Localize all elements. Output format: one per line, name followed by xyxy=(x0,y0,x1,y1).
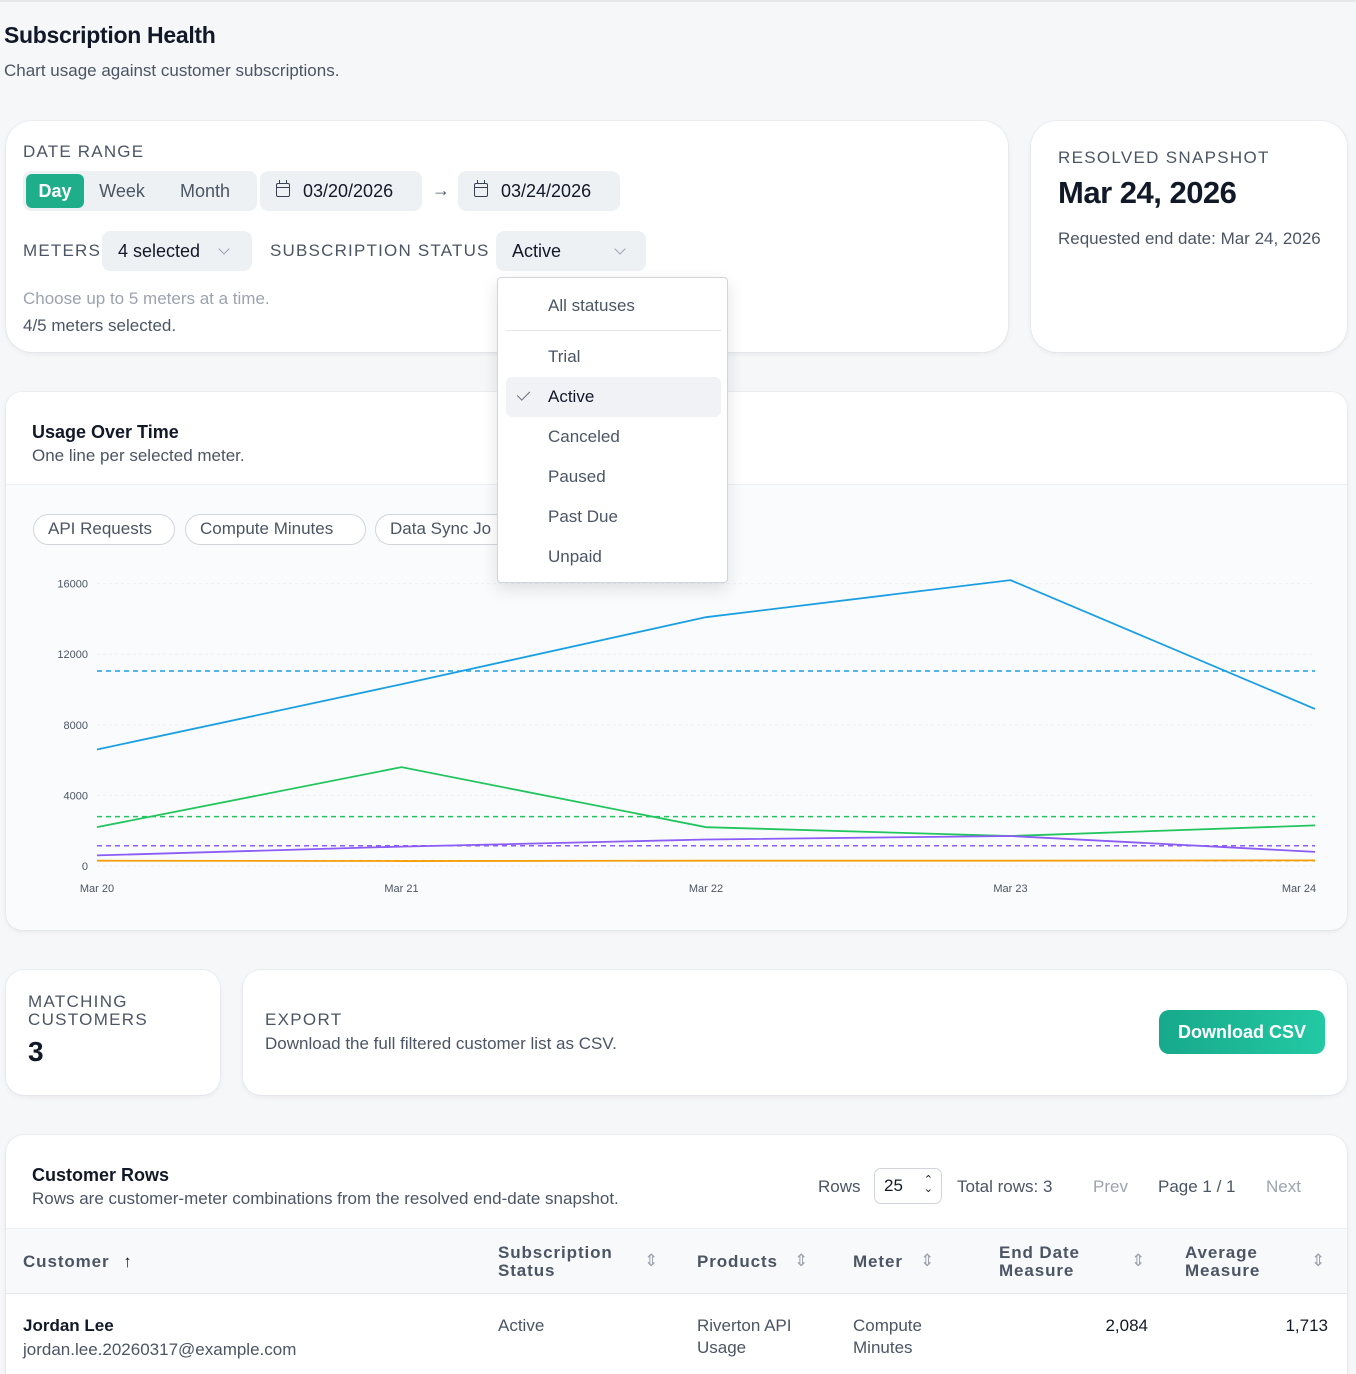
snapshot-card: RESOLVED SNAPSHOT Mar 24, 2026 Requested… xyxy=(1031,121,1347,352)
status-select-value: Active xyxy=(512,241,562,261)
next-page-button[interactable]: Next xyxy=(1266,1177,1301,1196)
total-rows: Total rows: 3 xyxy=(957,1177,1053,1196)
spinner-icon: ⌃ ⌄ xyxy=(923,1174,933,1195)
menu-item-paused[interactable]: Paused xyxy=(548,467,606,486)
filter-card: DATE RANGE Day Week Month 03/20/2026 → 0… xyxy=(6,121,1008,352)
customer-rows-card: Customer Rows Rows are customer-meter co… xyxy=(6,1135,1347,1374)
sort-icon[interactable]: ⇕ xyxy=(794,1251,809,1270)
status-dropdown-menu: All statuses Trial Active Canceled Pause… xyxy=(497,277,728,583)
meters-label: METERS xyxy=(23,241,102,260)
page-indicator: Page 1 / 1 xyxy=(1158,1177,1236,1196)
column-header-status[interactable]: Subscription Status xyxy=(498,1243,613,1280)
start-date-picker[interactable]: 03/20/2026 xyxy=(260,171,422,211)
export-label: EXPORT xyxy=(265,1010,343,1029)
menu-divider xyxy=(506,330,721,331)
menu-item-past-due[interactable]: Past Due xyxy=(548,507,618,526)
menu-item-active[interactable]: Active xyxy=(506,377,721,417)
series-line xyxy=(96,859,1316,862)
granularity-toggle: Day Week Month xyxy=(23,171,257,211)
row-end-date-measure: 2,084 xyxy=(1105,1316,1148,1335)
menu-item-canceled[interactable]: Canceled xyxy=(548,427,620,446)
page-subtitle: Chart usage against customer subscriptio… xyxy=(4,61,340,80)
chevron-down-icon xyxy=(614,243,626,255)
table-title: Customer Rows xyxy=(32,1165,170,1185)
granularity-month-button[interactable]: Month xyxy=(179,181,231,201)
row-average-measure: 1,713 xyxy=(1285,1316,1328,1335)
usage-line-chart: 0 4000 8000 12000 16000 Mar 20 Mar 21 Mar 22 Mar… xyxy=(57,579,1316,895)
meters-select-value: 4 selected xyxy=(118,241,201,261)
row-products: Riverton API Usage xyxy=(697,1316,792,1357)
y-tick-label: 0 xyxy=(82,861,88,873)
menu-item-unpaid[interactable]: Unpaid xyxy=(548,547,602,566)
row-status: Active xyxy=(498,1316,545,1335)
column-header-meter[interactable]: Meter xyxy=(853,1252,903,1271)
x-tick-label: Mar 20 xyxy=(80,883,114,895)
chevron-down-icon xyxy=(218,243,230,255)
series-line xyxy=(96,579,1316,751)
matching-customers-value: 3 xyxy=(28,1036,44,1067)
column-header-end-date[interactable]: End Date Measure xyxy=(999,1243,1080,1280)
arrow-up-icon: ↑ xyxy=(123,1252,133,1271)
y-tick-label: 4000 xyxy=(64,790,88,802)
rows-per-page-select[interactable]: 25 ⌃ ⌄ xyxy=(874,1168,942,1204)
row-meter: Compute Minutes xyxy=(853,1316,922,1357)
end-date-value: 03/24/2026 xyxy=(501,181,592,201)
start-date-value: 03/20/2026 xyxy=(303,181,394,201)
x-tick-label: Mar 23 xyxy=(993,883,1027,895)
column-header-customer[interactable]: Customer ↑ xyxy=(23,1253,133,1271)
x-tick-label: Mar 24 xyxy=(1282,883,1316,895)
menu-item-trial[interactable]: Trial xyxy=(548,347,581,366)
calendar-icon xyxy=(276,180,290,197)
x-tick-label: Mar 21 xyxy=(384,883,418,895)
subscription-status-select[interactable]: Active xyxy=(496,231,646,271)
y-tick-label: 8000 xyxy=(64,720,88,732)
sort-icon[interactable]: ⇕ xyxy=(644,1251,659,1270)
sort-icon[interactable]: ⇕ xyxy=(1131,1251,1146,1270)
export-description: Download the full filtered customer list… xyxy=(265,1034,617,1053)
granularity-week-button[interactable]: Week xyxy=(99,181,145,201)
matching-customers-card: MATCHING CUSTOMERS 3 xyxy=(6,970,220,1095)
page-title: Subscription Health xyxy=(4,22,216,48)
subscription-status-label: SUBSCRIPTION STATUS xyxy=(270,241,490,260)
matching-customers-label: MATCHING CUSTOMERS xyxy=(28,992,149,1029)
top-border xyxy=(0,0,1356,2)
export-card: EXPORT Download the full filtered custom… xyxy=(243,970,1347,1095)
requested-end-date: Requested end date: Mar 24, 2026 xyxy=(1058,229,1321,248)
series-line xyxy=(96,835,1316,857)
arrow-right-icon: → xyxy=(432,180,450,200)
x-tick-label: Mar 22 xyxy=(689,883,723,895)
download-csv-button[interactable]: Download CSV xyxy=(1159,1010,1325,1054)
snapshot-date: Mar 24, 2026 xyxy=(1058,175,1237,210)
rows-per-page-label: Rows xyxy=(818,1177,861,1196)
rows-per-page-value: 25 xyxy=(884,1176,903,1195)
date-range-label: DATE RANGE xyxy=(23,142,145,161)
series-line xyxy=(96,766,1316,837)
legend-pill-api-requests[interactable]: API Requests xyxy=(33,514,175,545)
meters-limit-hint: Choose up to 5 meters at a time. xyxy=(23,289,270,308)
customer-email: jordan.lee.20260317@example.com xyxy=(23,1340,297,1359)
chart-title: Usage Over Time xyxy=(32,422,179,442)
sort-icon[interactable]: ⇕ xyxy=(920,1251,935,1270)
customer-name: Jordan Lee xyxy=(23,1316,114,1335)
meters-select[interactable]: 4 selected xyxy=(102,231,252,271)
y-tick-label: 12000 xyxy=(57,649,88,661)
chart-subtitle: One line per selected meter. xyxy=(32,446,245,465)
check-icon xyxy=(516,387,531,401)
y-tick-label: 16000 xyxy=(57,579,88,591)
sort-icon[interactable]: ⇕ xyxy=(1311,1251,1326,1270)
prev-page-button[interactable]: Prev xyxy=(1093,1177,1128,1196)
legend-pill-compute-minutes[interactable]: Compute Minutes xyxy=(185,514,366,545)
calendar-icon xyxy=(474,180,488,197)
table-subtitle: Rows are customer-meter combinations fro… xyxy=(32,1189,619,1208)
table-header: Customer ↑ Subscription Status ⇕ Product… xyxy=(6,1228,1347,1294)
granularity-day-button[interactable]: Day xyxy=(26,174,84,208)
meters-selected-count: 4/5 meters selected. xyxy=(23,316,177,335)
menu-item-all-statuses[interactable]: All statuses xyxy=(548,296,635,315)
menu-item-label: Active xyxy=(548,387,595,406)
column-label: Customer xyxy=(23,1252,110,1271)
end-date-picker[interactable]: 03/24/2026 xyxy=(458,171,620,211)
column-header-products[interactable]: Products xyxy=(697,1252,778,1271)
column-header-average[interactable]: Average Measure xyxy=(1185,1243,1261,1280)
snapshot-label: RESOLVED SNAPSHOT xyxy=(1058,148,1270,167)
